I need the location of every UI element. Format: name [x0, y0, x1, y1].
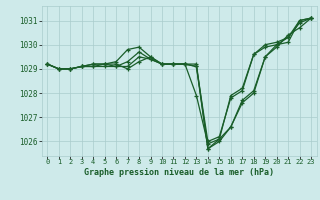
X-axis label: Graphe pression niveau de la mer (hPa): Graphe pression niveau de la mer (hPa): [84, 168, 274, 177]
